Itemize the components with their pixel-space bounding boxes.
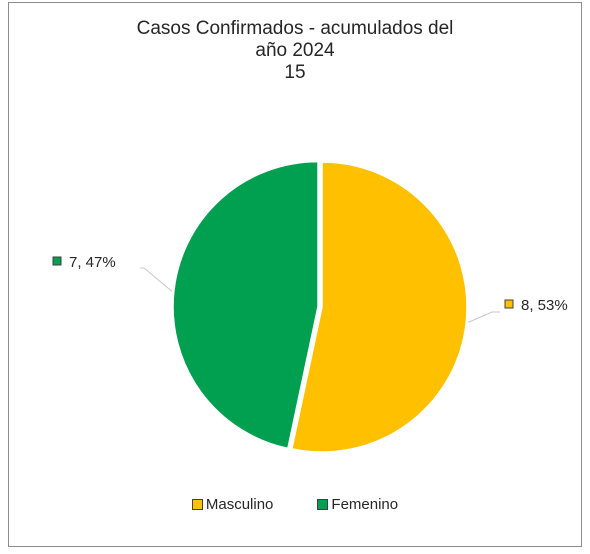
leader-line-masculino bbox=[467, 311, 500, 323]
leader-line-femenino bbox=[140, 267, 173, 292]
pie-slice-masculino bbox=[290, 161, 468, 453]
chart-title-line-1: Casos Confirmados - acumulados del bbox=[136, 18, 454, 39]
pie-slice-femenino bbox=[172, 160, 319, 450]
legend-entry-masculino: Masculino bbox=[191, 496, 274, 513]
legend-label-femenino: Femenino bbox=[331, 496, 399, 513]
data-label-femenino: 7, 47% bbox=[69, 254, 116, 271]
legend-swatch-femenino bbox=[317, 499, 329, 510]
chart-title-line-3: 15 bbox=[284, 62, 306, 83]
legend-entry-femenino: Femenino bbox=[317, 496, 398, 513]
legend-label-masculino: Masculino bbox=[205, 496, 274, 513]
chart-title-line-2: año 2024 bbox=[255, 40, 335, 61]
data-label-masculino: 8, 53% bbox=[521, 297, 568, 314]
data-label-marker-femenino bbox=[52, 256, 62, 266]
legend-swatch-masculino bbox=[191, 499, 203, 510]
data-label-marker-masculino bbox=[504, 299, 514, 309]
legend: Masculino Femenino bbox=[0, 496, 590, 513]
chart-title: Casos Confirmados - acumulados del año 2… bbox=[0, 18, 590, 84]
